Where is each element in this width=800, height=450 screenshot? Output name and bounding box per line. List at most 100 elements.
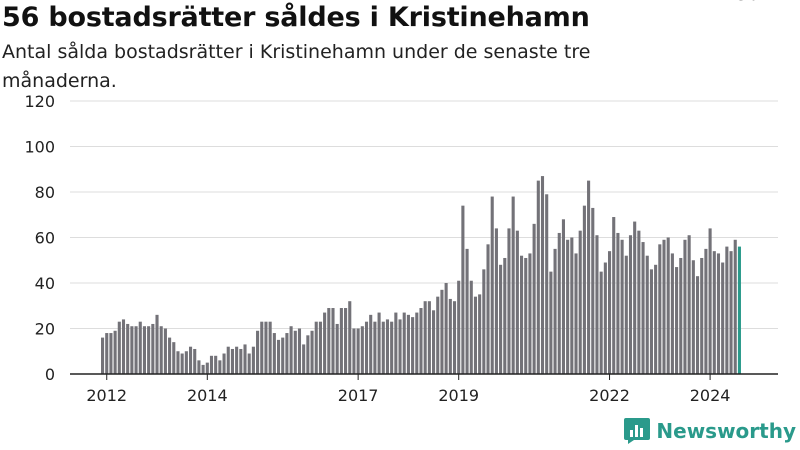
- bar: [545, 194, 549, 374]
- y-tick-label: 80: [35, 183, 55, 202]
- bar: [469, 280, 473, 374]
- bar: [540, 176, 545, 374]
- bar: [163, 328, 167, 374]
- bar: [398, 319, 402, 374]
- bar: [457, 280, 461, 374]
- brand-logo: Newsworthy: [624, 418, 796, 444]
- bar: [239, 348, 243, 374]
- bar: [247, 353, 251, 374]
- bar: [218, 360, 222, 374]
- bar: [348, 301, 352, 374]
- x-tick-label: 2024: [690, 386, 731, 405]
- bar: [603, 262, 607, 374]
- bar: [109, 333, 113, 374]
- bar: [515, 230, 519, 374]
- y-tick-label: 40: [35, 274, 55, 293]
- bar: [649, 269, 653, 374]
- bar: [490, 196, 494, 374]
- bar: [415, 312, 419, 374]
- bar: [264, 321, 268, 374]
- bar: [172, 342, 176, 374]
- bar: [335, 323, 339, 374]
- bar: [251, 346, 255, 374]
- bar: [494, 228, 498, 374]
- bar: [511, 196, 515, 374]
- bar: [578, 230, 582, 374]
- bar: [616, 232, 620, 374]
- bar: [607, 251, 612, 374]
- brand-name: Newsworthy: [656, 419, 796, 443]
- bar: [473, 296, 478, 374]
- bar: [222, 353, 226, 374]
- bar: [235, 346, 239, 374]
- y-tick-label: 120: [24, 92, 55, 111]
- bar: [184, 351, 188, 374]
- bar: [570, 237, 574, 374]
- bar: [595, 235, 599, 374]
- bar: [427, 301, 431, 374]
- bar: [658, 244, 662, 374]
- bar: [390, 321, 394, 374]
- bar: [369, 314, 373, 374]
- bar: [499, 264, 503, 374]
- bar: [440, 289, 444, 374]
- bar: [708, 228, 712, 374]
- bar: [147, 326, 151, 374]
- bar: [654, 264, 658, 374]
- bar: [582, 205, 586, 374]
- bar: [352, 328, 356, 374]
- bar: [549, 271, 553, 375]
- bar: [406, 314, 410, 374]
- bar: [134, 326, 138, 374]
- bar: [230, 348, 234, 374]
- bar: [536, 180, 540, 375]
- bar: [276, 339, 281, 375]
- bar: [679, 257, 683, 374]
- bar: [737, 246, 741, 374]
- bar: [209, 355, 214, 374]
- chart-subtitle: Antal sålda bostadsrätter i Kristinehamn…: [2, 41, 591, 92]
- bar: [716, 253, 721, 374]
- bar: [411, 317, 415, 375]
- bar: [461, 205, 465, 374]
- bar: [695, 276, 700, 374]
- bar: [624, 255, 628, 374]
- bar: [201, 364, 205, 374]
- bar: [310, 330, 314, 374]
- bar: [142, 326, 146, 374]
- bar: [130, 326, 134, 374]
- bar: [268, 321, 272, 374]
- bar: [524, 257, 528, 374]
- bar: [637, 230, 641, 374]
- bar: [331, 308, 335, 374]
- bar: [306, 335, 310, 374]
- bar: [557, 232, 561, 374]
- y-tick-label: 0: [45, 365, 55, 384]
- bar: [339, 308, 343, 374]
- bar: [452, 301, 457, 374]
- bar: [159, 326, 163, 374]
- bar: [587, 180, 591, 375]
- bar: [561, 219, 565, 374]
- bar: [612, 217, 616, 374]
- bar: [645, 255, 649, 374]
- bar: [297, 328, 302, 374]
- x-tick-label: 2014: [187, 386, 228, 405]
- bar: [725, 246, 729, 374]
- bar: [683, 239, 687, 374]
- bar: [432, 310, 436, 374]
- x-tick-label: 2012: [86, 386, 127, 405]
- bar: [574, 253, 578, 374]
- bar: [214, 355, 218, 374]
- bar: [138, 321, 142, 374]
- bar: [620, 239, 624, 374]
- bar: [344, 308, 348, 374]
- bar: [628, 235, 633, 374]
- bar: [327, 308, 331, 374]
- y-tick-label: 20: [35, 320, 55, 339]
- bar: [293, 330, 297, 374]
- bar: [151, 323, 155, 374]
- bar: [503, 257, 507, 374]
- bar: [402, 312, 406, 374]
- bar: [302, 344, 306, 374]
